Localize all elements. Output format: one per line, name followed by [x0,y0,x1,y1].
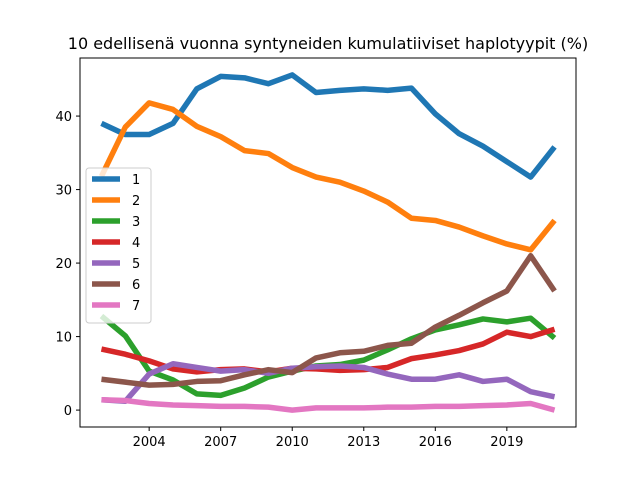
x-tick-label: 2016 [419,435,452,450]
legend-label-4: 4 [132,236,140,251]
series-line-7 [101,397,556,413]
x-tick-label: 2013 [347,435,380,450]
legend-label-2: 2 [132,194,140,209]
legend: 1 2 3 4 5 6 7 [85,167,152,324]
plot-area [98,72,557,413]
series-line-4 [100,326,556,375]
y-tick-label: 30 [55,184,72,199]
series-line-6 [101,252,557,388]
y-tick-label: 40 [55,110,72,125]
axes: 2004 2007 2010 2013 2016 2019 0 10 20 30 40 [55,57,577,450]
y-tick-label: 0 [64,404,72,419]
legend-label-7: 7 [132,299,140,314]
x-tick-label: 2004 [133,435,166,450]
series-line-2 [98,100,557,253]
legend-label-6: 6 [132,278,140,293]
axes-frame [79,57,577,428]
legend-label-3: 3 [132,215,140,230]
x-tick-label: 2010 [276,435,309,450]
series-line-1 [100,72,557,180]
series-line-5 [101,361,556,405]
legend-label-1: 1 [132,173,140,188]
y-tick-label: 10 [55,331,72,346]
legend-box [85,167,152,324]
chart-title: 10 edellisenä vuonna syntyneiden kumulat… [68,34,588,53]
x-tick-label: 2007 [204,435,237,450]
y-tick-label: 20 [55,257,72,272]
x-tick-label: 2019 [490,435,523,450]
legend-label-5: 5 [132,257,140,272]
